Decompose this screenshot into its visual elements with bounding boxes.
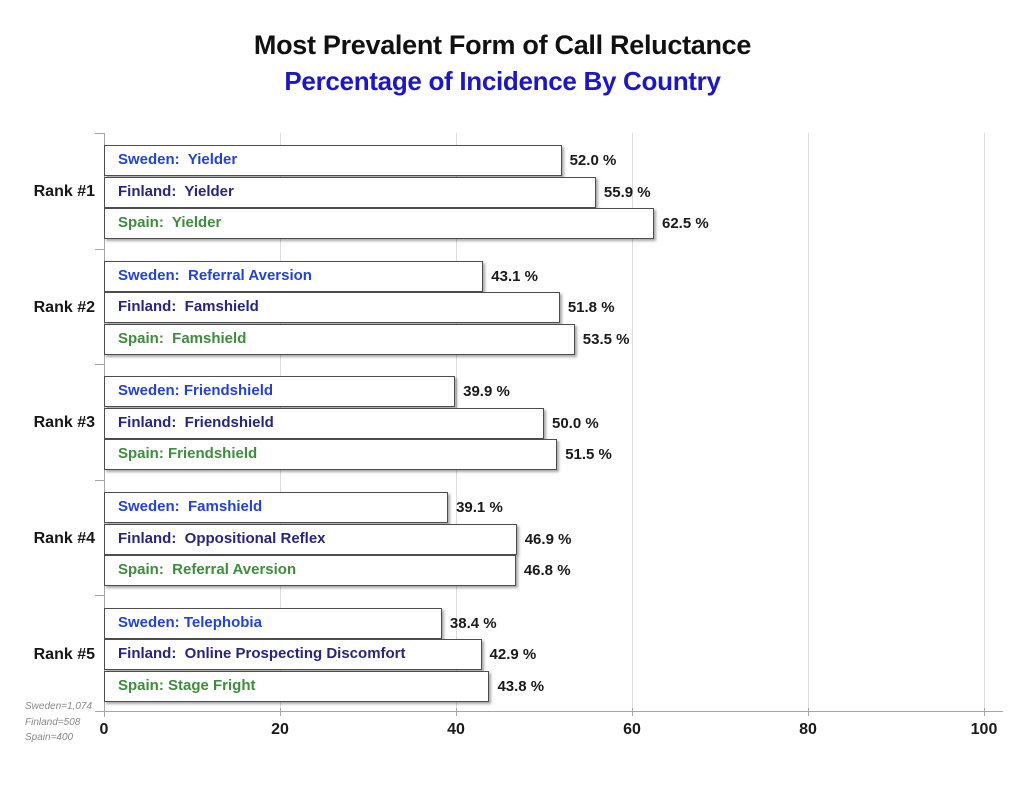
bar-label-sweden: Sweden: Referral Aversion [118,266,312,284]
bar-finland: Finland: Famshield [104,292,560,324]
bar-value-label: 46.9 % [524,530,572,548]
chart-title: Most Prevalent Form of Call Reluctance [253,30,752,60]
bar-sweden: Sweden: Yielder [104,145,562,176]
bar-label-spain: Spain: Referral Aversion [118,561,297,579]
bar-spain: Spain: Referral Aversion [104,555,516,587]
bar-sweden: Sweden: Referral Aversion [104,260,484,292]
x-tick-label: 100 [970,721,998,738]
bar-label-spain: Spain: Stage Fright [118,676,256,694]
bar-sweden: Sweden: Friendshield [104,376,456,408]
bar-value-label: 46.8 % [523,562,571,580]
rank-label: Rank #2 [33,298,95,316]
bar-sweden: Sweden: Telephobia [104,607,442,639]
title-block: Most Prevalent Form of Call Reluctance P… [0,28,1005,100]
x-axis-tick [983,708,985,716]
x-tick-label: 60 [623,721,641,738]
y-axis-category-tick [95,364,104,366]
x-tick-label: 80 [799,721,817,738]
sample-size-footnote: Sweden=1,074 Finland=508 Spain=400 [25,699,92,746]
bar-label-sweden: Sweden: Yielder [118,151,238,168]
footnote-line-spain: Spain=400 [25,732,74,743]
bar-value-label: 43.1 % [491,267,538,285]
bar-value-label: 42.9 % [489,646,537,664]
rank-label: Rank #3 [33,414,95,432]
footnote-line-sweden: Sweden=1,074 [25,701,93,712]
y-axis-category-tick [95,248,104,250]
footnote-line-finland: Finland=508 [25,716,81,728]
bar-label-spain: Spain: Yielder [118,214,222,231]
x-axis [95,711,1003,712]
bar-value-label: 39.1 % [456,499,503,517]
y-axis-category-tick [95,133,104,134]
bar-value-label: 50.0 % [552,414,599,432]
x-axis-tick [807,708,809,716]
bar-label-spain: Spain: Friendshield [118,445,258,463]
vertical-gridline [631,133,633,711]
bar-value-label: 51.5 % [565,446,612,464]
chart-subtitle: Percentage of Incidence By Country [284,66,721,96]
bar-label-finland: Finland: Yielder [118,182,234,200]
bar-finland: Finland: Oppositional Reflex [104,523,517,555]
bar-label-spain: Spain: Famshield [118,329,247,347]
y-axis-category-tick [95,595,104,597]
bar-label-finland: Finland: Famshield [118,298,259,316]
x-axis-tick [279,708,281,716]
x-tick-label: 0 [99,721,109,738]
bar-value-label: 43.8 % [497,677,545,695]
x-axis-tick [455,708,457,716]
bar-value-label: 53.5 % [582,330,630,348]
bar-spain: Spain: Stage Fright [104,670,490,702]
bar-label-sweden: Sweden: Telephobia [118,613,262,631]
vertical-gridline [807,133,809,711]
x-tick-label: 20 [271,721,289,738]
bar-value-label: 52.0 % [569,152,617,169]
bar-spain: Spain: Yielder [104,208,654,239]
rank-label: Rank #1 [33,183,95,200]
vertical-gridline [983,133,985,711]
bar-spain: Spain: Famshield [104,323,575,355]
x-tick-label: 40 [447,721,465,738]
bar-label-finland: Finland: Friendshield [118,413,274,431]
bar-value-label: 62.5 % [662,215,709,232]
y-axis-category-tick [95,479,104,481]
rank-label: Rank #5 [33,645,95,663]
bar-value-label: 51.8 % [567,299,615,317]
bar-value-label: 39.9 % [463,383,510,401]
bar-label-finland: Finland: Oppositional Reflex [118,529,326,547]
bar-finland: Finland: Online Prospecting Discomfort [104,639,482,671]
bar-spain: Spain: Friendshield [104,439,558,471]
bar-value-label: 38.4 % [449,614,497,632]
bar-value-label: 55.9 % [603,183,651,201]
bar-sweden: Sweden: Famshield [104,492,449,524]
rank-label: Rank #4 [33,530,95,548]
x-axis-tick [631,708,633,716]
bar-finland: Finland: Yielder [104,176,596,208]
bar-label-sweden: Sweden: Famshield [118,498,263,516]
y-axis-category-tick [95,711,104,712]
bar-label-finland: Finland: Online Prospecting Discomfort [118,645,406,663]
bar-finland: Finland: Friendshield [104,407,544,439]
bar-label-sweden: Sweden: Friendshield [118,382,274,400]
